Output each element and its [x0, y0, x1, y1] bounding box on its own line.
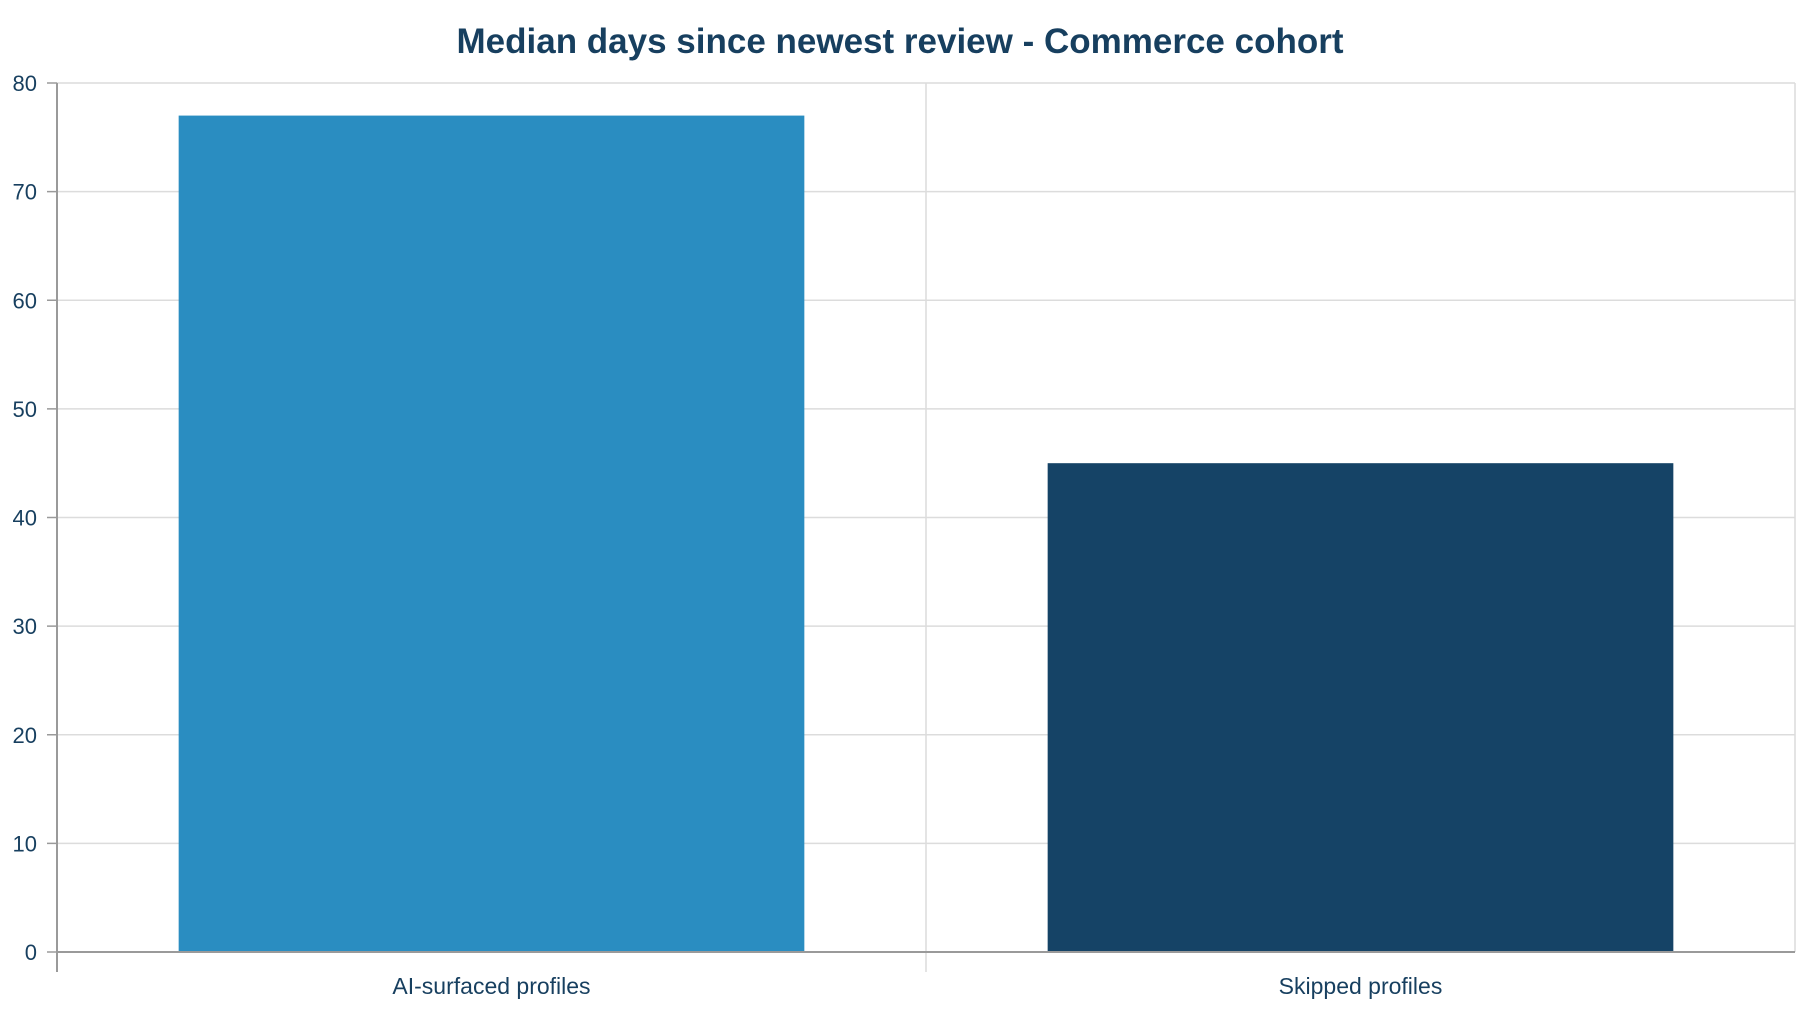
y-axis-tick-labels: 0 10 20 30 40 50 60 70 80: [13, 71, 37, 965]
y-tick-label: 50: [13, 397, 37, 422]
x-tick-label: Skipped profiles: [1279, 973, 1443, 999]
x-axis-category-labels: AI-surfaced profiles Skipped profiles: [392, 973, 1442, 999]
chart-title: Median days since newest review - Commer…: [457, 22, 1344, 61]
y-tick-label: 20: [13, 723, 37, 748]
y-tick-label: 40: [13, 506, 37, 531]
y-tick-label: 70: [13, 180, 37, 205]
y-tick-label: 10: [13, 831, 37, 856]
bar: [178, 115, 805, 952]
y-tick-label: 80: [13, 71, 37, 96]
bar: [1047, 463, 1674, 952]
bars: [178, 115, 1674, 952]
axes: [47, 82, 1795, 972]
x-tick-label: AI-surfaced profiles: [392, 973, 590, 999]
y-tick-label: 30: [13, 614, 37, 639]
y-tick-label: 0: [25, 940, 37, 965]
y-tick-label: 60: [13, 288, 37, 313]
